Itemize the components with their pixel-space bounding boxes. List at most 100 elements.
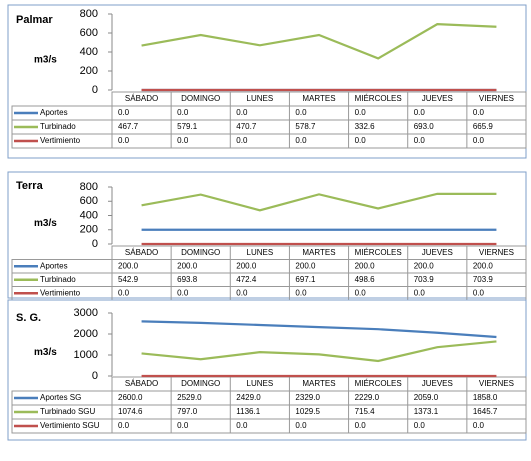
table-value: 578.7 [295, 122, 316, 131]
table-value: 470.7 [236, 122, 257, 131]
table-value: 1858.0 [473, 393, 498, 402]
table-value: 0.0 [355, 288, 367, 297]
y-tick-label: 1000 [74, 349, 98, 361]
chart-title: S. G. [16, 312, 41, 324]
table-value: 1373.1 [414, 407, 439, 416]
table-value: 0.0 [295, 136, 307, 145]
table-value: 0.0 [118, 136, 130, 145]
legend-label: Aportes [40, 108, 68, 117]
table-value: 200.0 [236, 261, 257, 270]
category-label: LUNES [247, 248, 274, 257]
y-tick-label: 400 [80, 46, 98, 58]
category-label: LUNES [247, 379, 274, 388]
legend-label: Turbinado [40, 122, 76, 131]
table-value: 715.4 [355, 407, 376, 416]
table-value: 0.0 [295, 288, 307, 297]
table-value: 0.0 [473, 421, 485, 430]
y-tick-label: 800 [80, 8, 98, 20]
table-value: 0.0 [177, 421, 189, 430]
table-value: 0.0 [118, 108, 130, 117]
legend-label: Vertimiento [40, 288, 81, 297]
table-value: 2229.0 [355, 393, 380, 402]
table-value: 0.0 [295, 108, 307, 117]
category-label: MIÉRCOLES [355, 94, 402, 103]
category-label: VIERNES [479, 379, 514, 388]
category-label: SÁBADO [125, 94, 158, 103]
table-value: 1029.5 [295, 407, 320, 416]
table-value: 0.0 [236, 108, 248, 117]
y-axis-label: m3/s [34, 218, 57, 229]
category-label: SÁBADO [125, 379, 158, 388]
table-value: 200.0 [295, 261, 316, 270]
table-value: 693.0 [414, 122, 435, 131]
table-value: 0.0 [414, 421, 426, 430]
y-tick-label: 200 [80, 224, 98, 236]
table-value: 0.0 [355, 108, 367, 117]
table-value: 0.0 [473, 108, 485, 117]
table-value: 0.0 [414, 288, 426, 297]
panel-border [7, 171, 527, 299]
y-tick-label: 3000 [74, 307, 98, 319]
table-value: 0.0 [118, 421, 130, 430]
category-label: JUEVES [422, 94, 453, 103]
panel-border [7, 299, 527, 441]
table-value: 797.0 [177, 407, 198, 416]
series-line [141, 320, 497, 339]
table-value: 200.0 [473, 261, 494, 270]
table-value: 2329.0 [295, 393, 320, 402]
legend-label: Aportes [40, 261, 68, 270]
table-value: 1074.6 [118, 407, 143, 416]
table-value: 0.0 [473, 136, 485, 145]
table-border [11, 259, 527, 301]
table-value: 0.0 [177, 288, 189, 297]
category-label: MARTES [302, 94, 335, 103]
series-line [141, 340, 497, 363]
category-label: VIERNES [479, 94, 514, 103]
y-axis-label: m3/s [34, 55, 57, 66]
table-value: 200.0 [414, 261, 435, 270]
table-value: 0.0 [355, 136, 367, 145]
table-value: 467.7 [118, 122, 139, 131]
category-label: VIERNES [479, 248, 514, 257]
table-value: 2600.0 [118, 393, 143, 402]
table-value: 579.1 [177, 122, 198, 131]
table-value: 1136.1 [236, 407, 260, 416]
category-label: MIÉRCOLES [355, 379, 402, 388]
category-label: DOMINGO [181, 248, 220, 257]
y-tick-label: 2000 [74, 328, 98, 340]
table-value: 1645.7 [473, 407, 498, 416]
table-value: 0.0 [295, 421, 307, 430]
table-value: 703.9 [473, 275, 494, 284]
table-value: 200.0 [177, 261, 198, 270]
category-label: SÁBADO [125, 248, 158, 257]
y-tick-label: 400 [80, 209, 98, 221]
table-value: 0.0 [473, 288, 485, 297]
table-value: 0.0 [177, 108, 189, 117]
table-value: 0.0 [177, 136, 189, 145]
legend-label: Turbinado SGU [40, 407, 96, 416]
y-tick-label: 0 [92, 84, 98, 96]
category-label: DOMINGO [181, 379, 220, 388]
table-value: 0.0 [118, 288, 130, 297]
y-tick-label: 600 [80, 195, 98, 207]
y-tick-label: 0 [92, 238, 98, 250]
category-label: MARTES [302, 379, 335, 388]
category-label: LUNES [247, 94, 274, 103]
table-border [11, 105, 527, 149]
table-value: 697.1 [295, 275, 316, 284]
category-label: MARTES [302, 248, 335, 257]
table-value: 0.0 [236, 421, 248, 430]
panel-border [7, 4, 527, 159]
table-value: 2529.0 [177, 393, 202, 402]
legend-label: Vertimiento SGU [40, 421, 100, 430]
table-value: 200.0 [118, 261, 139, 270]
y-axis-label: m3/s [34, 347, 57, 358]
category-label: MIÉRCOLES [355, 248, 402, 257]
y-tick-label: 600 [80, 27, 98, 39]
table-value: 0.0 [414, 108, 426, 117]
table-value: 0.0 [355, 421, 367, 430]
y-tick-label: 200 [80, 65, 98, 77]
category-label: DOMINGO [181, 94, 220, 103]
y-tick-label: 0 [92, 370, 98, 382]
